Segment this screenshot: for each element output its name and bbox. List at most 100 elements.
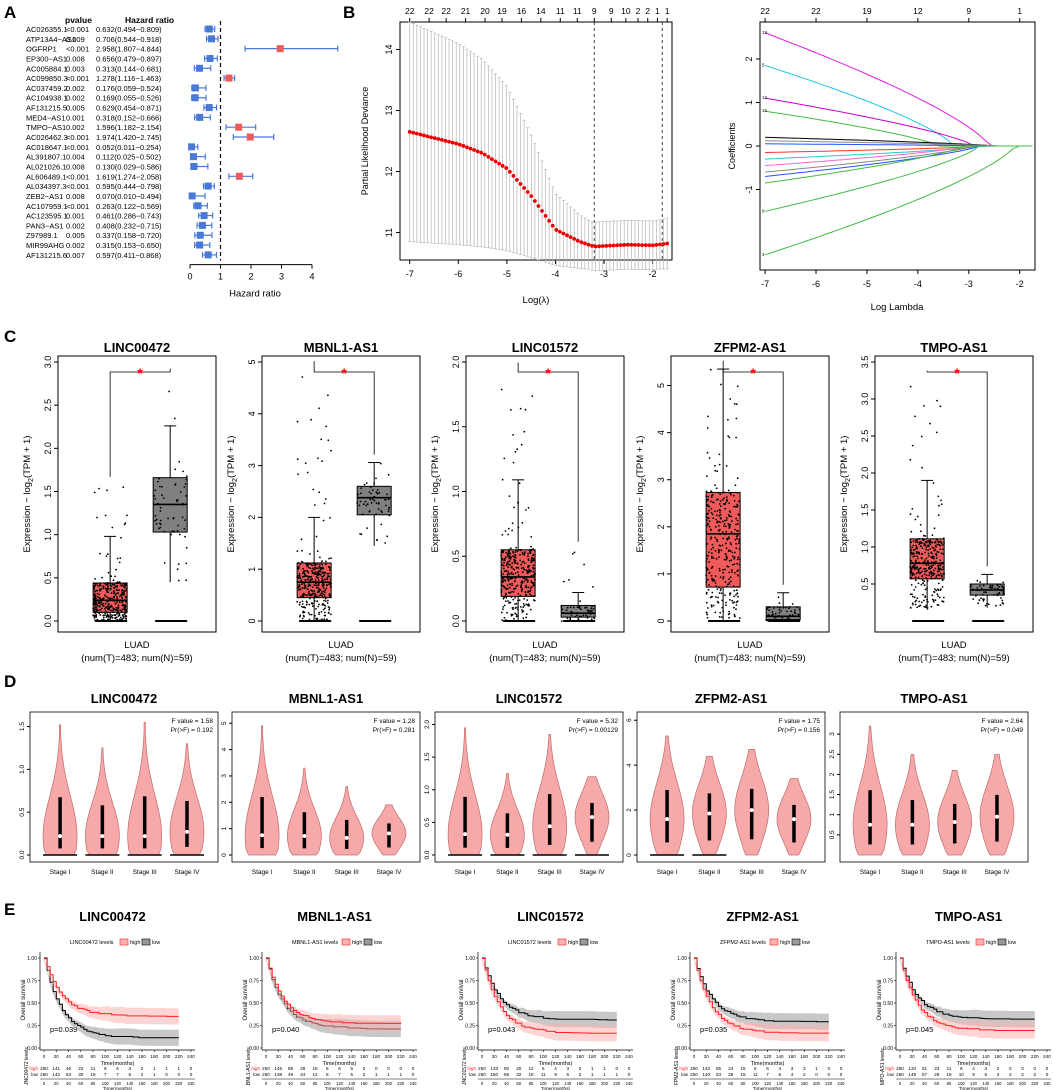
- box-jitter-point: [104, 587, 107, 590]
- box-jitter-point: [159, 506, 162, 509]
- box-jitter-point: [996, 593, 998, 595]
- box-jitter-point: [786, 610, 788, 613]
- box-jitter-point: [375, 513, 378, 516]
- km-risk-tick-label: 40: [504, 1081, 509, 1086]
- km-risk-tick-label: 80: [947, 1081, 952, 1086]
- box-jitter-point: [314, 614, 316, 617]
- box-jitter-point: [922, 537, 924, 540]
- box-jitter-point: [325, 587, 328, 590]
- box-jitter-point: [501, 550, 503, 552]
- box-jitter-point: [94, 606, 96, 609]
- box-jitter-point: [307, 577, 310, 579]
- forest-hr-text: 2.958(1.807−4.844): [96, 45, 162, 54]
- violin-median-dot: [749, 808, 754, 813]
- box-jitter-point: [154, 489, 157, 492]
- km-high-curve: [694, 958, 830, 1034]
- box-jitter-point: [716, 470, 719, 473]
- cv-mean-point: [611, 243, 616, 248]
- coef-x-tick-label: -3: [965, 279, 973, 289]
- box-jitter-point: [176, 529, 179, 532]
- box-jitter-point: [977, 602, 980, 605]
- km-risk-low-count: 5: [350, 1072, 353, 1077]
- box-jitter-point: [98, 605, 101, 608]
- box-jitter-point: [720, 549, 723, 552]
- box-jitter-point: [725, 517, 728, 519]
- forest-gene-label: AC104938.1: [26, 94, 68, 103]
- km-risk-high-count: 59: [288, 1066, 294, 1071]
- cv-mean-point: [550, 223, 555, 228]
- forest-point: [191, 94, 199, 102]
- box-jitter-point: [314, 579, 317, 582]
- box-jitter-point: [123, 523, 126, 526]
- km-x-tick-label: 40: [922, 1054, 928, 1059]
- box-jitter-point: [115, 607, 118, 609]
- violin-p-value: Pr(>F) = 0.156: [778, 727, 821, 734]
- box-jitter-point: [736, 600, 739, 602]
- km-risk-tick-label: 100: [324, 1081, 332, 1086]
- box-jitter-point: [514, 612, 516, 615]
- box-jitter-point: [712, 517, 715, 519]
- box-jitter-point: [93, 601, 96, 604]
- box-jitter-point: [788, 607, 790, 610]
- box-jitter-point: [708, 525, 711, 528]
- cv-top-tick-label: 21: [461, 6, 471, 16]
- box-jitter-point: [93, 593, 96, 595]
- box-jitter-point: [500, 574, 503, 577]
- box-jitter-point: [530, 545, 532, 548]
- box-plot-title: TMPO-AS1: [920, 340, 987, 355]
- km-legend-low: low: [802, 940, 810, 946]
- box-jitter-point: [912, 555, 915, 558]
- box-jitter-point: [318, 613, 320, 615]
- box-jitter-point: [935, 560, 937, 563]
- coef-y-label: Coefficients: [727, 122, 737, 169]
- box-jitter-point: [521, 580, 523, 583]
- box-jitter-point: [524, 593, 527, 596]
- box-jitter-point: [302, 595, 305, 598]
- cv-top-tick-label: 22: [405, 6, 415, 16]
- km-high-curve: [266, 958, 402, 1024]
- box-jitter-point: [707, 415, 709, 418]
- cv-x-tick-label: -3: [600, 269, 608, 279]
- km-y-tick-label: 1.00: [249, 956, 259, 962]
- box-jitter-point: [706, 522, 709, 525]
- cv-mean-point: [461, 144, 466, 148]
- km-risk-tick-label: 40: [922, 1081, 927, 1086]
- box-jitter-point: [733, 551, 736, 554]
- box-jitter-point: [914, 600, 917, 603]
- box-jitter-point: [122, 589, 124, 592]
- box-jitter-point: [935, 554, 938, 557]
- forest-gene-label: AF131215.5: [26, 104, 67, 113]
- cv-mean-point: [475, 149, 480, 154]
- box-jitter-point: [712, 578, 715, 581]
- box-jitter-point: [322, 519, 325, 522]
- box-jitter-point: [108, 603, 110, 605]
- box-jitter-point: [721, 520, 724, 523]
- km-risk-tick-label: 180: [801, 1081, 809, 1086]
- km-risk-tick-label: 20: [54, 1081, 59, 1086]
- box-jitter-point: [309, 567, 312, 570]
- km-legend-high: high: [986, 940, 996, 946]
- box-jitter-point: [371, 489, 374, 492]
- box-jitter-point: [500, 589, 503, 592]
- box-jitter-point: [502, 567, 505, 570]
- box-x-sub-label: (num(T)=483; num(N)=59): [81, 653, 192, 664]
- cv-mean-point: [418, 132, 423, 137]
- box-jitter-point: [706, 427, 709, 429]
- cv-mean-point: [414, 131, 419, 136]
- violin-y-tick-label: 1.0: [424, 785, 431, 794]
- box-jitter-point: [307, 563, 309, 566]
- km-risk-high-count: 1: [815, 1066, 818, 1071]
- box-jitter-point: [306, 562, 309, 564]
- box-jitter-point: [327, 394, 329, 397]
- violin-shape: [169, 743, 205, 856]
- box-jitter-point: [323, 502, 326, 505]
- box-jitter-point: [121, 614, 124, 616]
- box-jitter-point: [573, 551, 576, 554]
- km-risk-tick-label: 100: [102, 1081, 110, 1086]
- box-jitter-point: [913, 548, 915, 551]
- km-risk-low-count: 0: [412, 1072, 415, 1077]
- km-risk-low-label: low: [253, 1072, 261, 1077]
- box-jitter-point: [929, 567, 932, 570]
- box-jitter-point: [322, 587, 325, 589]
- box-jitter-point: [96, 516, 98, 519]
